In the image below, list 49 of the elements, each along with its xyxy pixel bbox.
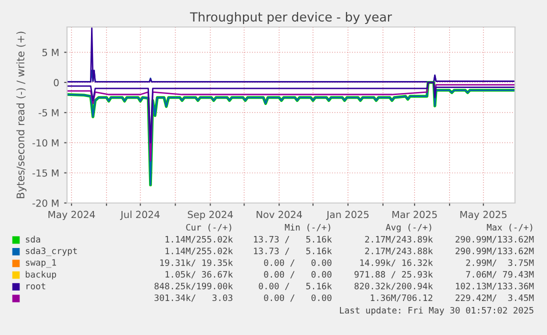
x-tick-label: Jul 2024 <box>120 210 160 220</box>
y-tick-label: -10 M <box>32 139 58 147</box>
y-axis-title: Bytes/second read (-) / write (+) <box>16 32 26 198</box>
legend-label: sda <box>26 236 40 243</box>
text: 290.99M/133.62M <box>456 236 534 244</box>
y-tick-label: -5 M <box>38 109 58 116</box>
text: 0.00 / 5.16k <box>258 282 332 290</box>
text: 1.36M/706.12 <box>370 294 432 302</box>
text: 229.42M/ 3.45M <box>456 294 534 302</box>
x-tick-label: Nov 2024 <box>256 210 302 218</box>
text: 102.13M/133.36M <box>456 282 534 290</box>
text: 13.73 / 5.16k <box>254 236 332 244</box>
x-tick-label: May 2024 <box>48 210 95 220</box>
text: Cur (-/+) <box>186 224 232 232</box>
y-tick-label: 0 <box>54 78 59 86</box>
text: 290.99M/133.62M <box>456 248 534 255</box>
text: Min (-/+) <box>284 224 330 232</box>
legend-label: backup <box>26 270 56 280</box>
y-tick-label: -20 M <box>32 199 58 207</box>
text: 7.06M/ 79.43M <box>466 271 534 278</box>
text: 1.14M/255.02k <box>166 247 233 255</box>
x-tick-label: Mar 2025 <box>392 210 437 218</box>
text: 971.88 / 25.93k <box>354 270 433 278</box>
text: Max (-/+) <box>486 224 532 232</box>
legend-label: sda3_crypt <box>26 247 77 256</box>
text: 1.05k/ 36.67k <box>166 270 233 278</box>
x-tick-label: Jan 2025 <box>326 210 369 220</box>
text: 0.00 / 0.00 <box>264 271 332 278</box>
text: 2.99M/ 3.75M <box>466 259 534 267</box>
text: 19.31k/ 19.35k <box>160 259 233 267</box>
text: 301.34k/ 3.03 <box>154 294 232 302</box>
text: 0.00 / 0.00 <box>264 259 332 267</box>
y-tick-label: -15 M <box>32 169 58 177</box>
text: Last update: Fri May 30 01:57:02 2025 <box>340 306 534 316</box>
text: 13.73 / 5.16k <box>254 247 332 255</box>
x-tick-label: May 2025 <box>460 210 507 220</box>
text: Avg (-/+) <box>386 224 432 232</box>
x-tick-label: Sep 2024 <box>188 210 233 220</box>
legend-label: swap_1 <box>26 259 56 268</box>
text: 2.17M/243.89k <box>365 236 433 244</box>
text: 820.32k/200.94k <box>354 282 433 290</box>
text: 1.14M/255.02k <box>166 236 233 244</box>
text: 0.00 / 0.00 <box>264 294 332 302</box>
y-tick-label: 5 M <box>42 48 58 56</box>
chart-title: Throughput per device - by year <box>190 12 392 24</box>
text: 2.17M/243.88k <box>365 247 433 255</box>
text: 14.99k/ 16.32k <box>360 259 433 267</box>
legend-label: root <box>26 283 46 290</box>
text: 848.25k/199.00k <box>154 282 233 290</box>
